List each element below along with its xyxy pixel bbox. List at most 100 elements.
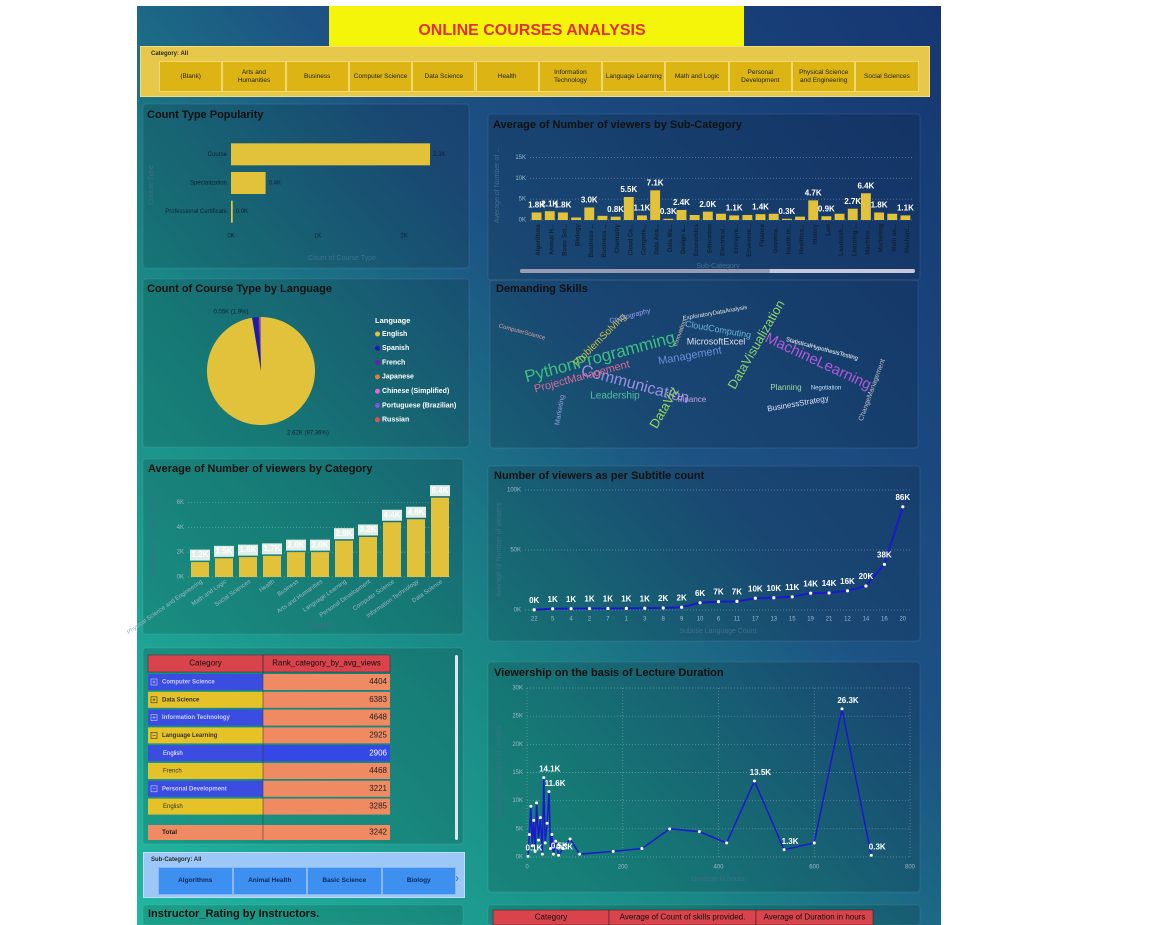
value-label: 11.6K [545, 779, 566, 788]
x-axis-title: Count of Course Type [308, 255, 376, 262]
value-label: 1K [603, 595, 613, 604]
row-label: Language Learning [162, 733, 218, 739]
y-tick-label: 100K [507, 488, 521, 494]
chart-title: Number of viewers as per Subtitle count [494, 470, 705, 482]
bar [231, 143, 431, 166]
point [569, 607, 573, 611]
x-tick-label: 8 [662, 617, 666, 623]
slicer-button[interactable]: Animal Health [232, 867, 307, 895]
bar [834, 213, 845, 220]
value-label: 86K [895, 493, 910, 502]
x-tick-label: Economics [694, 223, 700, 256]
value-label: 1.8K [554, 201, 571, 210]
slicer-button[interactable]: Business [285, 61, 349, 92]
point [752, 779, 756, 783]
slicer-button[interactable]: Arts and Humanities [222, 61, 286, 92]
slicer-button[interactable]: Language Learning [602, 61, 666, 92]
bar [689, 214, 700, 220]
x-tick-label: Animal H... [549, 224, 555, 255]
scrollbar-thumb[interactable] [520, 269, 770, 273]
slicer-button[interactable]: Basic Science [307, 867, 382, 895]
slicer-button[interactable]: Data Science [412, 61, 476, 92]
x-tick-label: History [813, 223, 819, 244]
bar [874, 212, 885, 220]
bar [702, 211, 713, 220]
x-tick-label: Data Ana... [655, 224, 661, 255]
slicer-button[interactable]: Physical Science and Engineering [792, 61, 856, 92]
value-label: 14.1K [539, 765, 561, 774]
bar [531, 212, 542, 220]
point [561, 847, 565, 851]
bar [676, 209, 687, 220]
bar [597, 215, 608, 220]
panel [142, 904, 464, 925]
row-value: 2925 [369, 731, 387, 740]
y-tick-label: Professional Certificate [165, 209, 227, 215]
value-label: 1.4K [752, 202, 769, 211]
header-label: Average of Duration in hours [764, 913, 866, 922]
x-tick-label: 2 [588, 617, 592, 623]
value-label: 6.4K [857, 181, 874, 190]
row-cell [148, 798, 263, 815]
y-tick-label: 30K [512, 686, 523, 692]
x-tick-label: 15 [789, 617, 796, 623]
x-tick-label: Finance [760, 223, 766, 246]
pie-slice [260, 317, 261, 371]
slicer-button[interactable]: Social Sciences [855, 61, 919, 92]
value-label: 3.0K [581, 196, 598, 205]
value-label: 4.4K [384, 510, 401, 519]
point [698, 601, 702, 605]
slicer-button[interactable]: Information Technology [538, 61, 603, 92]
expand-icon [150, 785, 158, 793]
bar [544, 211, 555, 220]
legend-label: Chinese (Simplified) [382, 388, 449, 395]
slicer-next[interactable]: › [455, 871, 459, 885]
slicer-button[interactable]: Health [475, 61, 539, 92]
label-box [382, 509, 402, 521]
slicer-button[interactable]: Computer Science [348, 61, 413, 92]
chart-title: Count of Course Type by Language [147, 283, 332, 295]
value-label: 5.5K [620, 185, 637, 194]
point [568, 837, 572, 841]
x-tick-label: 19 [807, 617, 814, 623]
row-value: 3221 [369, 784, 387, 793]
value-label: 0.5K [551, 841, 568, 850]
x-axis-title: Subtitle Language Count [679, 628, 756, 635]
x-tick-label: Business ... [589, 224, 595, 258]
y-axis-title: Average of Number of viewers [496, 502, 503, 597]
value-label: 1.2K [192, 550, 209, 559]
value-label: 0.1K [526, 844, 543, 853]
slicer-button[interactable]: Math and Logic [665, 61, 729, 92]
row-label: English [163, 804, 183, 810]
row-cell [148, 727, 263, 744]
row-cell [263, 745, 390, 762]
total-label: Total [162, 829, 177, 836]
line [527, 708, 872, 858]
table-scrollbar[interactable] [455, 655, 458, 840]
panel [487, 465, 921, 642]
slicer-button[interactable]: (Blank) [159, 61, 223, 92]
y-tick-label: 6K [177, 500, 184, 506]
x-tick-label: 600 [809, 865, 820, 871]
instructor-title: Instructor_Rating by Instructors. [148, 908, 319, 920]
slicer-button[interactable]: Algorithms [158, 867, 233, 895]
slicer-button[interactable]: Biology [381, 867, 456, 895]
value-label: 1.7K [264, 544, 281, 553]
y-axis-title: Average of Number of ... [494, 147, 501, 223]
header-cell [755, 909, 874, 925]
value-label: 1K [621, 594, 631, 603]
y-tick-label: 10K [512, 798, 523, 804]
value-label: 0.8K [607, 205, 624, 214]
x-tick-label: 1 [625, 617, 629, 623]
value-label: 1K [584, 595, 594, 604]
pie-slice [252, 317, 261, 371]
point [545, 821, 549, 825]
row-cell [148, 780, 263, 797]
x-axis-title: Duration in hours [691, 876, 745, 883]
slicer-button[interactable]: Personal Development [728, 61, 792, 92]
value-label: 0.3K [556, 842, 573, 851]
value-label: 2.4K [673, 198, 690, 207]
row-value: 4404 [369, 677, 387, 686]
row-cell [148, 709, 263, 726]
